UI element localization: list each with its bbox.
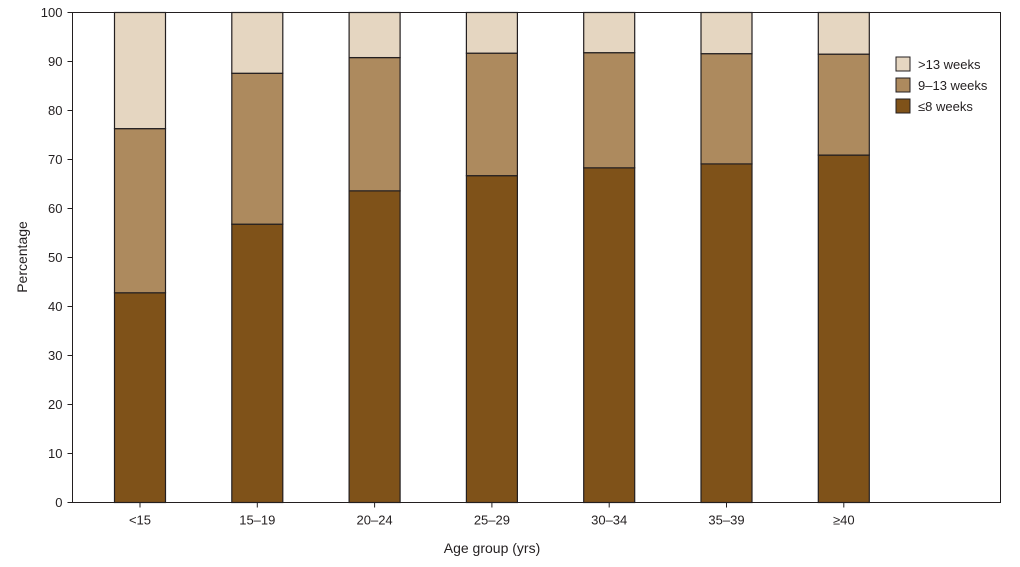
- y-tick-label: 10: [48, 446, 62, 461]
- y-tick-label: 100: [41, 5, 63, 20]
- bar-segment: [231, 11, 284, 74]
- bar-segment: [465, 52, 518, 177]
- y-axis-title: Percentage: [14, 221, 30, 293]
- y-tick-label: 0: [55, 495, 62, 510]
- bar-segment: [465, 175, 518, 504]
- x-tick-label: 25–29: [474, 513, 510, 528]
- bar-segment: [231, 223, 284, 504]
- legend-label: 9–13 weeks: [918, 78, 988, 93]
- legend-swatch: [895, 98, 911, 114]
- x-tick-label: ≥40: [833, 513, 855, 528]
- x-tick-label: 30–34: [591, 513, 627, 528]
- bar-segment: [113, 292, 167, 504]
- bar-segment: [583, 11, 636, 54]
- bar-group: [113, 11, 870, 504]
- x-tick-label: 20–24: [357, 513, 393, 528]
- bar-segment: [583, 52, 636, 169]
- y-tick-label: 20: [48, 397, 62, 412]
- bar-segment: [700, 163, 753, 504]
- x-tick-label: 35–39: [708, 513, 744, 528]
- bar-segment: [348, 190, 401, 504]
- bar-segment: [700, 11, 753, 55]
- bar-segment: [348, 56, 401, 192]
- bar-segment: [817, 53, 870, 156]
- x-axis: <15 15–19 20–24 25–29 30–34 35–39 ≥40: [129, 502, 855, 528]
- bar-segment: [465, 11, 518, 54]
- x-tick-label: <15: [129, 513, 151, 528]
- y-tick-label: 90: [48, 54, 62, 69]
- legend-label: ≤8 weeks: [918, 99, 973, 114]
- bar-segment: [817, 154, 870, 504]
- bar-segment: [231, 72, 284, 225]
- bar-segment: [113, 128, 167, 294]
- legend-swatch: [895, 77, 911, 93]
- y-tick-label: 30: [48, 348, 62, 363]
- legend-swatch: [895, 56, 911, 72]
- bar-segment: [817, 11, 870, 55]
- y-axis: 0 10 20 30 40 50 60 70 80 90 100: [41, 5, 73, 510]
- y-tick-label: 80: [48, 103, 62, 118]
- bar-segment: [348, 11, 401, 59]
- legend-label: >13 weeks: [918, 57, 981, 72]
- y-tick-label: 60: [48, 201, 62, 216]
- x-axis-title: Age group (yrs): [444, 540, 540, 556]
- bar-segment: [583, 167, 636, 504]
- legend: >13 weeks 9–13 weeks ≤8 weeks: [895, 56, 988, 114]
- y-tick-label: 50: [48, 250, 62, 265]
- x-tick-label: 15–19: [239, 513, 275, 528]
- bar-segment: [113, 11, 167, 130]
- bar-segment: [700, 53, 753, 165]
- y-tick-label: 40: [48, 299, 62, 314]
- y-tick-label: 70: [48, 152, 62, 167]
